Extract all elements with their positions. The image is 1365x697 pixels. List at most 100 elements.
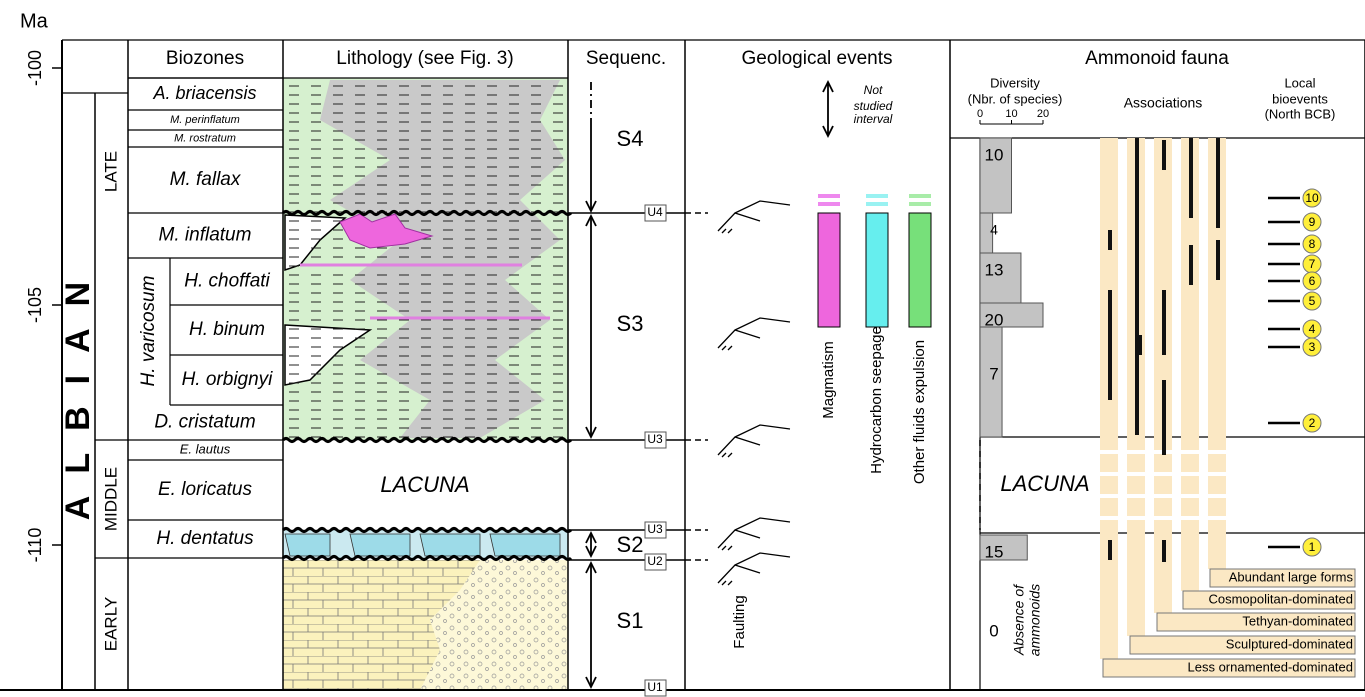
lacuna-tick: [1154, 472, 1172, 476]
lacuna-tick: [1208, 494, 1226, 498]
header: Lithology (see Fig. 3): [336, 48, 513, 69]
biozone: M. fallax: [170, 169, 242, 190]
event-cap: [866, 194, 888, 198]
bioevent-label: 10: [1305, 191, 1319, 205]
lacuna-tick: [1100, 472, 1118, 476]
subzone: H. orbignyi: [182, 369, 274, 390]
diversity-tick: 10: [1005, 108, 1017, 120]
sequence: S1: [617, 608, 644, 633]
absence: Absence of: [1011, 583, 1027, 656]
bioevent-label: 5: [1309, 294, 1316, 308]
diversity-tick: 20: [1037, 108, 1049, 120]
association-bar: [1138, 335, 1142, 355]
lacuna-tick: [1208, 516, 1226, 520]
event-cap: [818, 194, 840, 198]
association-bar: [1216, 138, 1220, 228]
stratigraphic-diagram: Ma-100-105-110BiozonesLithology (see Fig…: [0, 0, 1365, 697]
header: Ammonoid fauna: [1085, 48, 1229, 69]
lithology-dashes: [283, 78, 568, 440]
note: studied: [854, 99, 893, 113]
associations-title: Associations: [1124, 95, 1203, 111]
association-bar: [1162, 540, 1166, 562]
association-bar: [1162, 380, 1166, 455]
event-cap: [909, 202, 931, 206]
sequence: S2: [617, 532, 644, 557]
subzone-group: H. varicosum: [138, 276, 159, 387]
event-bar: [866, 213, 888, 327]
bioevents-title: (North BCB): [1265, 106, 1336, 121]
association-bar: [1216, 240, 1220, 280]
unconformity: U4: [647, 205, 663, 219]
biozone: D. cristatum: [154, 412, 255, 433]
lacuna-tick: [1100, 450, 1118, 454]
association-bar: [1162, 290, 1166, 355]
double-arrow: [823, 82, 833, 136]
biozone: A. briacensis: [152, 83, 256, 103]
fault-symbol: [718, 553, 790, 585]
unconformity: U3: [647, 432, 663, 446]
diversity-value: 13: [985, 260, 1004, 279]
association-bar: [1135, 138, 1139, 433]
faulting: Faulting: [731, 595, 748, 648]
legend-label: Tethyan-dominated: [1242, 613, 1353, 628]
bioevent-label: 3: [1309, 340, 1316, 354]
diversity-value: 4: [990, 222, 998, 238]
lacuna: LACUNA: [1000, 471, 1089, 496]
unconformity: U1: [647, 680, 663, 694]
absence: ammonoids: [1027, 584, 1043, 656]
legend-label: Sculptured-dominated: [1226, 636, 1353, 651]
lacuna-tick: [1208, 450, 1226, 454]
event-cap: [818, 202, 840, 206]
diversity-value: 7: [989, 364, 998, 383]
biozone: E. lautus: [180, 441, 231, 456]
event-label: Hydrocarbon seepage: [868, 326, 885, 474]
lacuna-tick: [1127, 516, 1145, 520]
association-bar: [1162, 140, 1166, 170]
event-bar: [818, 213, 840, 327]
event-bar: [909, 213, 931, 327]
header: Sequenc.: [586, 48, 666, 69]
lacuna-tick: [1181, 450, 1199, 454]
diversity-title: (Nbr. of species): [968, 91, 1063, 106]
legend-label: Cosmopolitan-dominated: [1208, 591, 1353, 606]
lacuna-tick: [1154, 494, 1172, 498]
limestone-block: [285, 534, 330, 556]
association-bar: [1135, 400, 1139, 435]
stage: ALBIAN: [59, 260, 97, 520]
axis-tick-label: -110: [25, 528, 45, 563]
page: Ma-100-105-110BiozonesLithology (see Fig…: [0, 0, 1365, 697]
diversity-tick: 0: [977, 108, 983, 120]
header: Biozones: [166, 48, 244, 69]
bioevents-title: Local: [1284, 75, 1315, 90]
lacuna-tick: [1100, 516, 1118, 520]
association-bar: [1189, 245, 1193, 285]
lacuna-tick: [1127, 472, 1145, 476]
limestone-block: [420, 534, 480, 556]
biozone: M. inflatum: [159, 225, 252, 246]
fault-symbol: [718, 518, 790, 550]
substage: LATE: [101, 151, 120, 192]
bioevent-label: 2: [1309, 416, 1316, 430]
substage: EARLY: [101, 597, 120, 652]
biozone: H. dentatus: [156, 528, 254, 549]
lacuna-tick: [1181, 494, 1199, 498]
substage: MIDDLE: [101, 467, 120, 531]
header: Geological events: [741, 48, 892, 69]
bioevent-label: 1: [1309, 540, 1316, 554]
association-bar: [1189, 138, 1193, 218]
lacuna-tick: [1100, 494, 1118, 498]
lacuna-tick: [1181, 516, 1199, 520]
fault-symbol: [718, 425, 790, 457]
unconformity: U2: [647, 554, 663, 568]
lacuna-tick: [1181, 472, 1199, 476]
bioevents-title: bioevents: [1272, 91, 1328, 106]
bioevent-label: 4: [1309, 322, 1316, 336]
sequence: S3: [617, 311, 644, 336]
diversity-value: 0: [989, 621, 998, 640]
event-label: Magmatism: [820, 341, 837, 419]
legend-label: Less ornamented-dominated: [1188, 659, 1354, 674]
note: Not: [864, 83, 883, 97]
fault-symbol: [718, 201, 790, 233]
sequence: S4: [617, 126, 644, 151]
note: interval: [854, 112, 893, 126]
